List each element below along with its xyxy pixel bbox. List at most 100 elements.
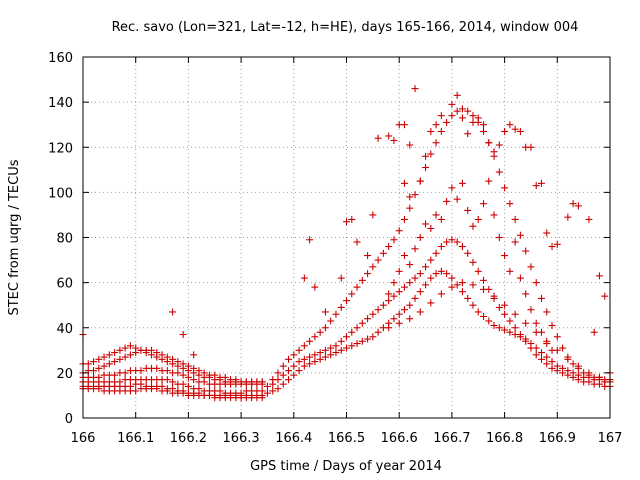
data-point: [469, 258, 477, 266]
data-point: [437, 215, 445, 223]
data-point: [400, 252, 408, 260]
data-point: [595, 380, 603, 388]
data-point: [116, 346, 124, 354]
data-point: [485, 317, 493, 325]
data-point: [411, 294, 419, 302]
data-point: [364, 252, 372, 260]
data-point: [537, 294, 545, 302]
data-point: [448, 236, 456, 244]
data-point: [553, 346, 561, 354]
data-point: [337, 303, 345, 311]
data-point: [358, 337, 366, 345]
data-point: [316, 355, 324, 363]
data-point: [485, 177, 493, 185]
data-point: [495, 168, 503, 176]
data-point: [437, 127, 445, 135]
data-point: [495, 141, 503, 149]
data-point: [358, 319, 366, 327]
data-point: [390, 136, 398, 144]
data-point: [132, 344, 140, 352]
data-point: [311, 351, 319, 359]
data-point: [453, 91, 461, 99]
data-point: [263, 382, 271, 390]
data-point: [569, 200, 577, 208]
data-point: [137, 367, 145, 375]
data-point: [458, 105, 466, 113]
data-point: [432, 211, 440, 219]
data-point: [458, 114, 466, 122]
data-point: [332, 342, 340, 350]
data-point: [501, 127, 509, 135]
data-point: [469, 118, 477, 126]
data-point: [506, 121, 514, 129]
x-axis-label: GPS time / Days of year 2014: [250, 459, 442, 474]
data-point: [174, 362, 182, 370]
data-point: [300, 274, 308, 282]
data-point: [469, 112, 477, 120]
x-tick-label: 166.6: [381, 431, 418, 446]
data-point: [343, 297, 350, 305]
data-point: [121, 369, 129, 377]
data-point: [290, 362, 298, 370]
data-point: [311, 358, 319, 366]
data-point: [443, 118, 451, 126]
data-point: [327, 317, 335, 325]
data-point: [553, 333, 561, 341]
data-point: [153, 353, 161, 361]
data-point: [480, 127, 488, 135]
data-point: [585, 215, 593, 223]
data-point: [474, 267, 482, 275]
data-point: [485, 139, 493, 147]
data-point: [153, 364, 161, 372]
data-point: [490, 321, 498, 329]
data-point: [501, 252, 509, 260]
data-point: [163, 358, 171, 366]
data-point: [400, 215, 408, 223]
data-point: [416, 308, 424, 316]
data-point: [574, 362, 582, 370]
data-point: [511, 238, 519, 246]
data-point: [184, 382, 192, 390]
data-point: [332, 349, 340, 357]
data-point: [364, 335, 372, 343]
data-point: [448, 184, 456, 192]
data-point: [132, 387, 140, 395]
data-point: [590, 328, 598, 336]
data-point: [137, 346, 145, 354]
data-point: [184, 373, 192, 381]
data-point: [443, 197, 451, 205]
data-point: [543, 353, 551, 361]
data-point: [501, 326, 509, 334]
data-point: [406, 193, 414, 201]
data-point: [321, 324, 329, 332]
data-point: [369, 211, 377, 219]
data-point: [353, 238, 361, 246]
data-point: [163, 376, 171, 384]
data-point: [474, 215, 482, 223]
data-point: [458, 288, 466, 296]
data-point: [116, 355, 124, 363]
data-point: [458, 179, 466, 187]
data-point: [506, 267, 514, 275]
y-tick-label: 160: [48, 51, 73, 66]
data-point: [348, 215, 356, 223]
data-point: [169, 378, 177, 386]
data-point: [437, 112, 445, 120]
data-point: [501, 301, 509, 309]
data-point: [474, 308, 482, 316]
data-point: [427, 274, 435, 282]
data-point: [448, 112, 456, 120]
data-point: [469, 301, 477, 309]
data-point: [532, 279, 540, 287]
data-point: [306, 337, 314, 345]
data-point: [469, 281, 477, 289]
data-point: [343, 218, 350, 226]
data-point: [385, 290, 393, 298]
data-point: [443, 238, 451, 246]
data-point: [458, 279, 466, 287]
data-point: [416, 288, 424, 296]
data-point: [522, 337, 530, 345]
data-point: [311, 283, 319, 291]
data-point: [464, 130, 472, 138]
data-point: [406, 261, 414, 269]
